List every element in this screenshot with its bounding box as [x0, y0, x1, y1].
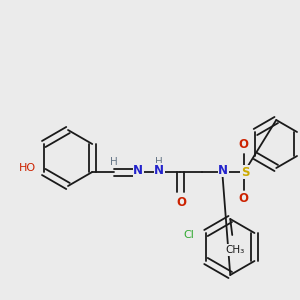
Text: N: N: [218, 164, 228, 176]
Text: CH₃: CH₃: [226, 245, 245, 255]
Text: N: N: [154, 164, 164, 176]
Text: Cl: Cl: [183, 230, 194, 240]
Text: H: H: [110, 157, 118, 167]
Text: N: N: [133, 164, 143, 176]
Text: HO: HO: [19, 163, 36, 173]
Text: O: O: [238, 193, 248, 206]
Text: S: S: [241, 166, 250, 178]
Text: O: O: [176, 196, 186, 208]
Text: H: H: [155, 157, 163, 167]
Text: O: O: [238, 139, 248, 152]
